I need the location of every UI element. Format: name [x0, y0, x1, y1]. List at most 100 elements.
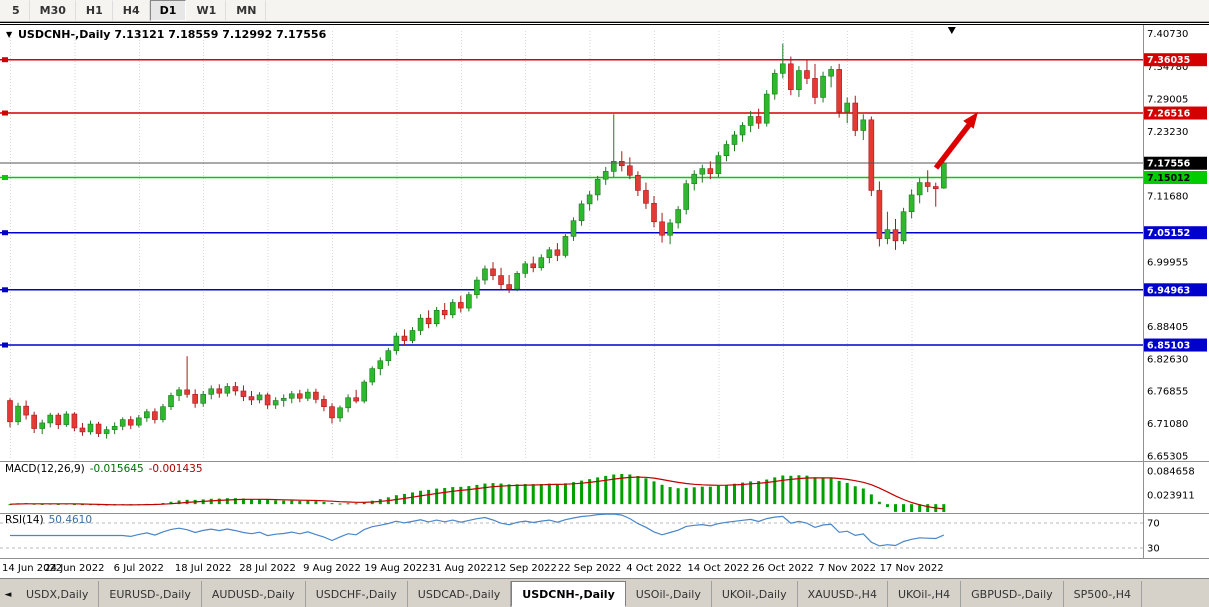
timeframe-button-m30[interactable]: M30 — [30, 0, 76, 21]
macd-histogram-bar — [749, 481, 753, 505]
candle-body — [200, 394, 206, 404]
macd-histogram-bar — [459, 486, 463, 505]
timeframe-button-mn[interactable]: MN — [226, 0, 267, 21]
ohlc-values: 7.13121 7.18559 7.12992 7.17556 — [114, 28, 327, 41]
tab-audusd-daily[interactable]: AUDUSD-,Daily — [202, 581, 306, 607]
level-price-label — [1144, 170, 1207, 184]
candle-body — [264, 394, 271, 406]
candle-body — [828, 69, 834, 77]
macd-histogram-bar — [241, 498, 245, 505]
macd-histogram-bar — [813, 477, 817, 505]
candle-body — [47, 414, 54, 424]
rsi-axis-label: 30 — [1147, 543, 1160, 554]
level-price-label — [1144, 283, 1207, 297]
candle-body — [31, 414, 37, 429]
tab-scroll-left-icon[interactable]: ◄ — [4, 590, 12, 600]
macd-histogram-bar — [306, 500, 310, 505]
trend-arrow-shaft[interactable] — [933, 123, 972, 170]
candle-body — [683, 183, 690, 210]
level-line-handle[interactable] — [2, 57, 8, 63]
macd-histogram-bar — [894, 504, 897, 512]
chart-canvas[interactable]: 7.40730 7.34780 7.29005 7.23230 7.11680 6.999… — [0, 24, 1209, 579]
macd-histogram-bar — [660, 484, 664, 505]
timeframe-button-h1[interactable]: H1 — [76, 0, 113, 21]
tab-eurusd-daily[interactable]: EURUSD-,Daily — [99, 581, 202, 607]
chart-shift-marker-icon[interactable] — [947, 27, 956, 34]
tab-ukoil-h4[interactable]: UKOil-,H4 — [888, 581, 962, 607]
candle-body — [940, 162, 947, 189]
candle-body — [160, 406, 166, 420]
timeframe-button-w1[interactable]: W1 — [186, 0, 227, 21]
timeframe-button-d1[interactable]: D1 — [149, 0, 187, 21]
level-line-handle[interactable] — [2, 110, 8, 116]
tab-gbpusd-daily[interactable]: GBPUSD-,Daily — [961, 581, 1064, 607]
candle-body — [296, 393, 303, 399]
level-line-handle[interactable] — [2, 230, 8, 236]
macd-histogram-bar — [411, 492, 414, 505]
candle-body — [144, 411, 150, 419]
tab-usdcad-daily[interactable]: USDCAD-,Daily — [408, 581, 512, 607]
level-price-label-text: 7.05152 — [1147, 228, 1190, 239]
candle-body — [71, 413, 78, 429]
macd-histogram-bar — [741, 482, 745, 505]
candle-body — [771, 73, 778, 95]
date-label: 31 Aug 2022 — [429, 563, 493, 574]
macd-histogram-bar — [435, 488, 439, 505]
candle-body — [651, 203, 657, 223]
candle-body — [602, 171, 609, 180]
chart-area[interactable]: 7.40730 7.34780 7.29005 7.23230 7.11680 6.999… — [0, 22, 1209, 578]
trend-arrow-head[interactable] — [963, 112, 978, 129]
tab-usoil-daily[interactable]: USOil-,Daily — [626, 581, 712, 607]
candle-body — [924, 182, 931, 187]
level-line-handle[interactable] — [2, 174, 8, 180]
candle-body — [570, 220, 577, 237]
macd-histogram-bar — [604, 475, 608, 505]
candle-body — [176, 389, 182, 396]
level-price-label — [1144, 106, 1207, 120]
price-axis-label: 6.71080 — [1147, 419, 1188, 430]
macd-histogram-bar — [684, 487, 688, 505]
candle-body — [184, 389, 190, 395]
macd-histogram-bar — [797, 475, 801, 505]
candle-body — [868, 119, 875, 191]
level-price-label-text: 7.36035 — [1147, 55, 1190, 66]
macd-histogram-bar — [274, 500, 278, 505]
tab-usdcnh-daily[interactable]: USDCNH-,Daily — [511, 581, 626, 607]
macd-histogram-bar — [507, 484, 511, 505]
price-axis-label: 6.88405 — [1147, 322, 1188, 333]
macd-histogram-bar — [612, 474, 616, 505]
candle-body — [836, 69, 842, 113]
macd-histogram-bar — [845, 482, 849, 505]
symbol-dropdown-icon[interactable]: ▼ — [6, 30, 13, 39]
tab-sp500-h4[interactable]: SP500-,H4 — [1064, 581, 1142, 607]
tab-ukoil-daily[interactable]: UKOil-,Daily — [712, 581, 798, 607]
level-line-handle[interactable] — [2, 342, 8, 348]
timeframe-button-5[interactable]: 5 — [2, 0, 30, 21]
candle-body — [610, 161, 617, 172]
tab-usdx-daily[interactable]: USDX,Daily — [16, 581, 100, 607]
candle-body — [337, 407, 343, 419]
symbol-title: USDCNH-,Daily — [18, 28, 111, 41]
macd-histogram-bar — [515, 484, 519, 505]
candle-body — [788, 63, 794, 90]
level-line-handle[interactable] — [2, 287, 8, 293]
macd-name: MACD(12,26,9) — [5, 463, 85, 475]
timeframe-button-h4[interactable]: H4 — [113, 0, 150, 21]
tab-xauusd-h4[interactable]: XAUUSD-,H4 — [798, 581, 888, 607]
candle-body — [353, 397, 359, 402]
macd-histogram-bar — [644, 478, 648, 505]
level-price-label — [1144, 226, 1207, 240]
candle-body — [820, 75, 826, 98]
candle-body — [393, 335, 400, 351]
candle-body — [731, 134, 738, 145]
macd-histogram-bar — [427, 489, 431, 505]
candle-body — [659, 221, 665, 236]
price-axis-label: 7.23230 — [1147, 127, 1188, 138]
macd-histogram-bar — [563, 483, 567, 505]
candle-body — [329, 406, 335, 419]
candle-body — [425, 317, 432, 325]
tab-usdchf-daily[interactable]: USDCHF-,Daily — [306, 581, 408, 607]
date-label: 6 Jul 2022 — [114, 563, 164, 574]
macd-histogram-bar — [338, 503, 342, 505]
candle-body — [852, 102, 859, 131]
